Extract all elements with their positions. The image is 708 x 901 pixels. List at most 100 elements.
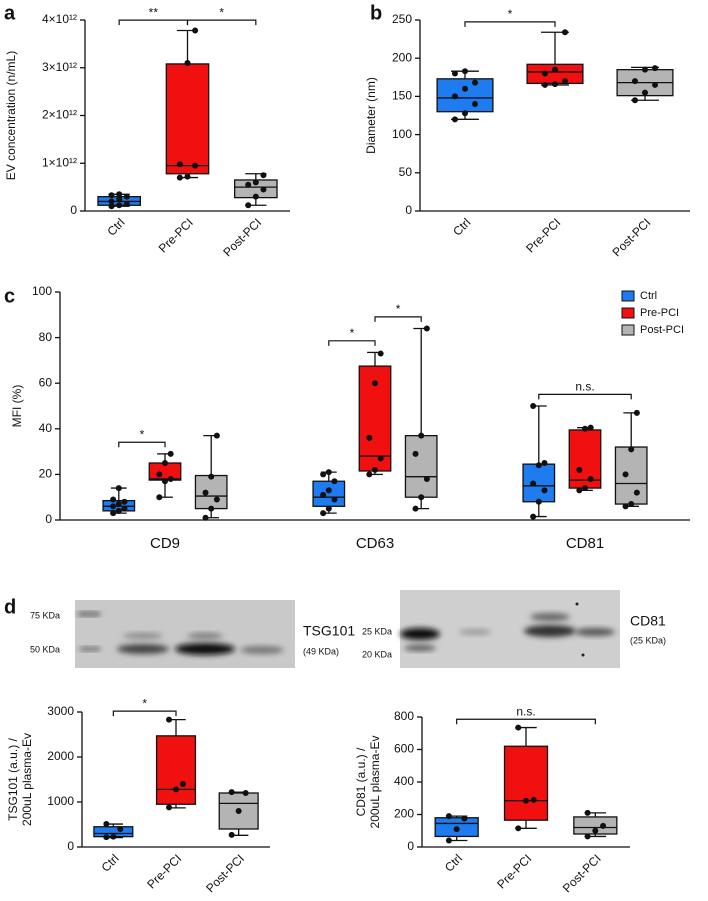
data-point <box>642 89 648 96</box>
data-point <box>202 489 209 496</box>
data-point <box>116 202 123 209</box>
significance-label: n.s. <box>516 704 535 718</box>
x-tick-label: Ctrl <box>450 215 473 238</box>
data-point <box>166 804 173 811</box>
significance-bracket <box>374 316 422 322</box>
data-point <box>108 198 115 205</box>
data-point <box>423 475 430 482</box>
data-point <box>162 478 168 485</box>
data-point <box>235 808 242 814</box>
data-point <box>176 174 183 181</box>
data-point <box>320 471 327 478</box>
data-point <box>228 831 235 838</box>
data-point <box>461 815 468 822</box>
box <box>614 446 648 505</box>
box <box>404 434 438 498</box>
data-point <box>418 494 425 501</box>
box <box>573 816 618 835</box>
y-axis-label: CD81 (a.u.) / <box>354 747 368 816</box>
data-point <box>108 203 115 210</box>
data-point <box>117 826 124 832</box>
blot-label: CD81 <box>630 613 666 629</box>
data-point <box>103 834 110 841</box>
data-point <box>260 186 267 193</box>
panel-letter: c <box>4 285 15 307</box>
y-tick-label: 400 <box>394 774 414 788</box>
x-tick-label: Ctrl <box>99 851 122 874</box>
data-point <box>121 505 128 512</box>
significance-bracket <box>456 718 596 725</box>
data-point <box>462 110 468 117</box>
data-point <box>167 450 174 457</box>
data-point <box>166 716 173 723</box>
data-point <box>552 66 558 73</box>
data-point <box>530 513 537 520</box>
box <box>165 63 210 175</box>
blot-marker: 50 KDa <box>30 644 60 654</box>
data-point <box>582 425 588 432</box>
y-tick-label: 80 <box>39 330 53 344</box>
data-point <box>562 78 569 85</box>
y-axis-label: EV concentration (n/mL) <box>4 51 18 180</box>
y-tick-label: 1×10¹² <box>42 155 77 169</box>
data-point <box>633 489 640 496</box>
data-point <box>245 202 252 209</box>
x-tick-label: Post-PCI <box>220 215 264 259</box>
data-point <box>115 501 122 508</box>
data-point <box>228 789 235 796</box>
data-point <box>562 29 569 36</box>
blot-marker: 75 KDa <box>30 610 60 620</box>
y-tick-label: 50 <box>399 165 413 179</box>
data-point <box>628 501 635 508</box>
x-tick-label: Post-PCI <box>560 851 604 895</box>
significance-label: ** <box>149 5 159 19</box>
x-tick-label: CD9 <box>150 535 180 552</box>
data-point <box>541 70 548 77</box>
significance-label: * <box>350 326 355 340</box>
x-tick-label: Post-PCI <box>610 215 654 259</box>
y-tick-label: 20 <box>39 467 53 481</box>
data-point <box>587 424 594 431</box>
data-point <box>462 68 468 75</box>
blot-image <box>400 590 620 668</box>
data-point <box>245 181 252 188</box>
data-point <box>202 514 209 521</box>
data-point <box>115 485 122 492</box>
data-point <box>631 97 638 104</box>
data-point <box>110 510 117 517</box>
data-point <box>445 837 452 844</box>
data-point <box>252 193 259 200</box>
data-point <box>451 70 458 77</box>
data-point <box>576 487 583 494</box>
data-point <box>192 162 199 169</box>
data-point <box>108 192 115 199</box>
y-tick-label: 250 <box>392 12 412 26</box>
data-point <box>116 196 123 203</box>
data-point <box>472 101 479 108</box>
data-point <box>652 65 659 72</box>
data-point <box>377 455 384 462</box>
y-axis-label: MFI (%) <box>10 385 24 428</box>
blot-marker: 25 KDa <box>362 626 392 636</box>
data-point <box>213 432 220 439</box>
y-tick-label: 2000 <box>47 749 74 763</box>
significance-bracket <box>112 710 177 717</box>
data-point <box>576 466 583 473</box>
data-point <box>445 813 452 820</box>
data-point <box>123 193 130 200</box>
significance-bracket <box>538 393 632 400</box>
data-point <box>184 59 191 66</box>
data-point <box>173 786 179 793</box>
data-point <box>472 79 479 86</box>
data-point <box>622 503 629 510</box>
y-tick-label: 200 <box>392 50 412 64</box>
data-point <box>162 460 168 466</box>
data-point <box>642 66 648 73</box>
data-point <box>451 116 458 123</box>
y-axis-label: TSG101 (a.u.) / <box>6 737 20 820</box>
data-point <box>592 827 599 834</box>
data-point <box>252 179 259 186</box>
data-point <box>652 81 659 88</box>
y-tick-label: 1000 <box>47 794 74 808</box>
data-point <box>628 446 635 453</box>
